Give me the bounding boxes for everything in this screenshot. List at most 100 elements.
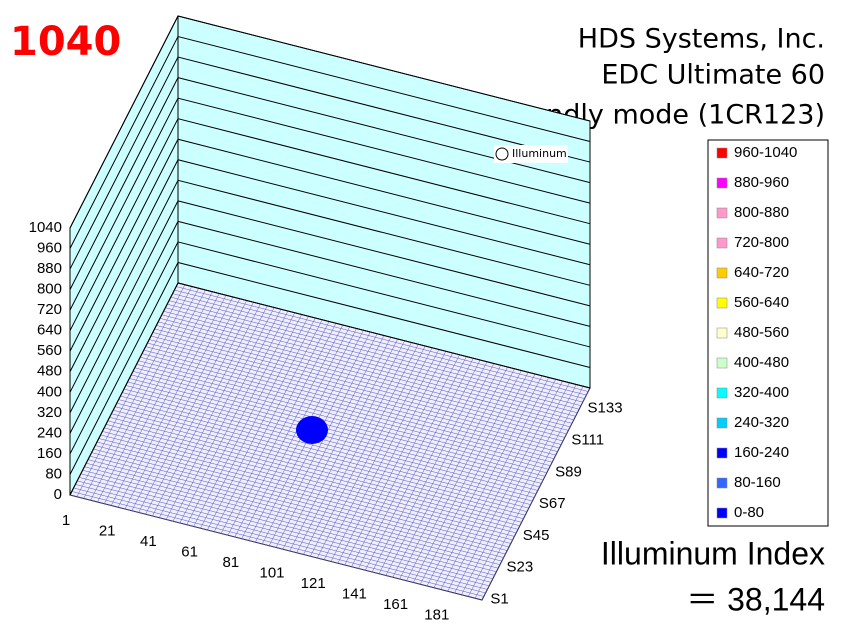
surface-mesh [474,386,584,599]
z-tick-label: 0 [54,486,62,503]
grid-line [69,56,591,270]
corner-label: 1040 [10,19,121,65]
grid-line [69,261,591,475]
legend-swatch [716,327,728,339]
series-label: S1 [490,590,508,607]
surface-mesh [167,303,580,410]
grid-line [69,179,591,393]
legend-label: 400-480 [734,354,789,371]
chart-title: HDS Systems, Inc. [578,24,825,55]
grid-line [69,220,591,434]
x-tick-label: 181 [424,606,449,623]
surface-mesh [165,307,578,413]
surface-mesh [481,387,591,601]
series-label: S23 [507,559,534,576]
surface-mesh [419,372,529,585]
x-tick-label: 61 [181,543,198,560]
z-tick-label: 80 [45,465,62,482]
x-tick-label: 81 [222,554,239,571]
grid-line [69,241,591,455]
legend-swatch [716,267,728,279]
legend-label: 880-960 [734,174,789,191]
grid-line [69,159,591,372]
index-label: Illuminum Index [601,535,825,571]
z-tick-label: 240 [37,424,62,441]
legend-label: 160-240 [734,444,789,461]
legend-label: 320-400 [734,384,789,401]
legend-swatch [716,357,728,369]
legend-label: 800-880 [734,204,789,221]
z-tick-label: 400 [37,383,62,400]
watermark: Illuminum [512,147,567,160]
legend-label: 960-1040 [734,144,797,161]
legend-swatch [716,237,728,249]
z-tick-label: 720 [37,301,62,318]
series-label: S111 [571,431,604,448]
legend-label: 560-640 [734,294,789,311]
grid-line [69,282,591,496]
x-tick-label: 141 [342,585,367,602]
x-tick-label: 1 [62,512,70,529]
surface-mesh [454,380,563,594]
legend-label: 480-560 [734,324,789,341]
z-tick-label: 160 [37,445,62,462]
x-tick-label: 101 [259,564,284,581]
z-tick-label: 880 [37,260,62,277]
chart-subtitle: EDC Ultimate 60 [601,60,825,91]
surface-mesh [170,296,583,403]
surface-mesh [176,286,589,392]
surface-mesh [426,373,536,587]
surface-mesh [174,289,587,396]
surface-mesh [440,377,550,590]
surface-mesh [172,293,585,399]
grid-line [69,35,591,249]
legend-swatch [716,477,728,489]
x-tick-label: 121 [301,575,326,592]
z-tick-label: 1040 [29,219,62,236]
surface-mesh [433,375,543,588]
surface-mesh [468,384,577,597]
surface-peak [296,416,328,444]
surface-mesh [159,318,573,424]
legend-swatch [716,297,728,309]
x-tick-label: 21 [99,522,116,539]
legend-swatch [716,507,728,519]
grid-line [69,118,591,331]
z-tick-label: 640 [37,322,62,339]
series-label: S89 [555,463,582,480]
grid-line [69,200,591,414]
grid-line [69,97,591,311]
grid-line [69,15,591,229]
legend-label: 0-80 [734,504,764,521]
surface-mesh [447,379,556,592]
watermark-icon [495,147,509,161]
z-tick-label: 960 [37,240,62,257]
legend-swatch [716,177,728,189]
grid-line [69,138,591,352]
legend-label: 720-800 [734,234,789,251]
series-label: S67 [539,495,566,512]
legend-swatch [716,147,728,159]
legend-swatch [716,447,728,459]
legend-label: 640-720 [734,264,789,281]
legend-swatch [716,387,728,399]
x-tick-label: 161 [383,596,408,613]
plot-area: 0 80 160 240 320 400 480 560 640 720 800 880 960 1040… [29,15,623,623]
legend-items: 960-1040 880-960 800-880 720-800 640-720 560-… [716,144,797,521]
watermark-box [494,145,568,163]
z-tick-label: 800 [37,281,62,298]
z-tick-label: 320 [37,404,62,421]
legend-label: 240-320 [734,414,789,431]
surface-mesh [163,311,576,417]
series-label: S133 [588,400,623,417]
grid-line [69,77,591,290]
surface-mesh [461,382,570,595]
z-tick-label: 480 [37,363,62,380]
surface-mesh [168,300,582,406]
z-tick-label: 560 [37,342,62,359]
x-tick-label: 41 [140,533,157,550]
index-value: ＝ 38,144 [686,581,825,617]
legend-swatch [716,207,728,219]
series-label: S45 [523,527,550,544]
